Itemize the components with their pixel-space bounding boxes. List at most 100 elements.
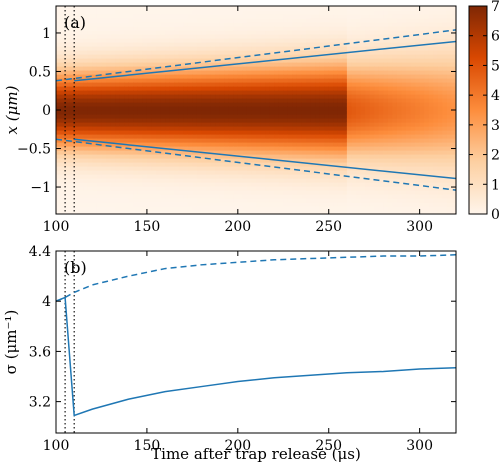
heatmap-cell [260,166,266,171]
heatmap-cell [406,114,412,119]
heatmap-cell [224,206,230,211]
heatmap-cell [128,26,134,31]
heatmap-cell [146,130,153,135]
heatmap-cell [142,86,148,91]
heatmap-cell [246,62,253,67]
heatmap-cell [292,42,298,47]
x-tick-label: 100 [43,219,70,235]
heatmap-cell [419,102,425,107]
heatmap-cell [446,102,453,107]
heatmap-cell [287,6,293,11]
heatmap-cell [78,38,84,43]
heatmap-cell [251,130,257,135]
heatmap-cell [92,102,98,107]
heatmap-cell [165,150,171,155]
heatmap-cell [215,154,221,159]
heatmap-cell [315,182,321,187]
heatmap-cell [415,22,421,27]
heatmap-cell [324,118,330,123]
heatmap-cell [342,58,348,63]
heatmap-cell [196,162,203,167]
heatmap-cell [424,90,430,95]
heatmap-cell [256,62,262,67]
heatmap-cell [228,174,234,179]
heatmap-cell [378,154,384,159]
heatmap-cell [115,190,121,195]
heatmap-cell [310,94,316,99]
heatmap-cell [274,82,280,87]
heatmap-cell [415,26,421,31]
heatmap-cell [201,174,207,179]
heatmap-cell [92,10,98,15]
heatmap-cell [301,38,307,43]
heatmap-cell [106,26,112,31]
heatmap-cell [83,130,89,135]
heatmap-cell [56,142,62,147]
heatmap-cell [401,66,407,71]
heatmap-cell [124,66,130,71]
heatmap-cell [183,70,189,75]
heatmap-cell [365,206,371,211]
heatmap-cell [124,26,130,31]
heatmap-cell [87,14,93,19]
heatmap-cell [60,134,66,139]
heatmap-cell [315,126,321,131]
heatmap-cell [228,6,234,11]
heatmap-cell [392,90,398,95]
heatmap-cell [233,206,239,211]
heatmap-cell [115,82,121,87]
heatmap-cell [446,6,453,11]
heatmap-cell [278,206,284,211]
heatmap-cell [265,70,271,75]
heatmap-cell [156,194,162,199]
heatmap-cell [337,98,343,103]
heatmap-cell [446,182,453,187]
heatmap-cell [83,186,89,191]
heatmap-cell [228,118,234,123]
heatmap-cell [192,94,198,99]
heatmap-cell [269,98,275,103]
heatmap-cell [160,186,166,191]
heatmap-cell [201,42,207,47]
heatmap-cell [178,106,184,111]
heatmap-cell [192,190,198,195]
heatmap-cell [74,134,80,139]
heatmap-cell [156,26,162,31]
heatmap-cell [365,198,371,203]
heatmap-cell [287,34,293,39]
heatmap-cell [115,42,121,47]
heatmap-cell [342,182,348,187]
heatmap-cell [451,130,456,135]
heatmap-cell [265,22,271,27]
heatmap-cell [319,70,325,75]
heatmap-cell [101,122,107,127]
heatmap-cell [206,186,212,191]
heatmap-cell [119,190,125,195]
heatmap-cell [165,190,171,195]
heatmap-cell [369,166,375,171]
heatmap-cell [151,126,157,131]
heatmap-cell [233,146,239,151]
heatmap-cell [215,178,221,183]
heatmap-cell [278,210,284,214]
heatmap-cell [274,154,280,159]
heatmap-cell [74,186,80,191]
heatmap-cell [428,58,434,63]
heatmap-cell [383,94,389,99]
heatmap-cell [310,198,316,203]
heatmap-cell [419,198,425,203]
heatmap-cell [260,38,266,43]
heatmap-cell [410,114,416,119]
heatmap-cell [196,158,203,163]
heatmap-cell [324,78,330,83]
heatmap-cell [174,90,180,95]
heatmap-cell [60,118,66,123]
heatmap-cell [451,94,456,99]
heatmap-cell [433,58,439,63]
heatmap-cell [328,126,334,131]
heatmap-cell [92,30,98,35]
heatmap-cell [142,18,148,23]
heatmap-cell [337,86,343,91]
heatmap-cell [446,34,453,39]
heatmap-cell [374,122,380,127]
